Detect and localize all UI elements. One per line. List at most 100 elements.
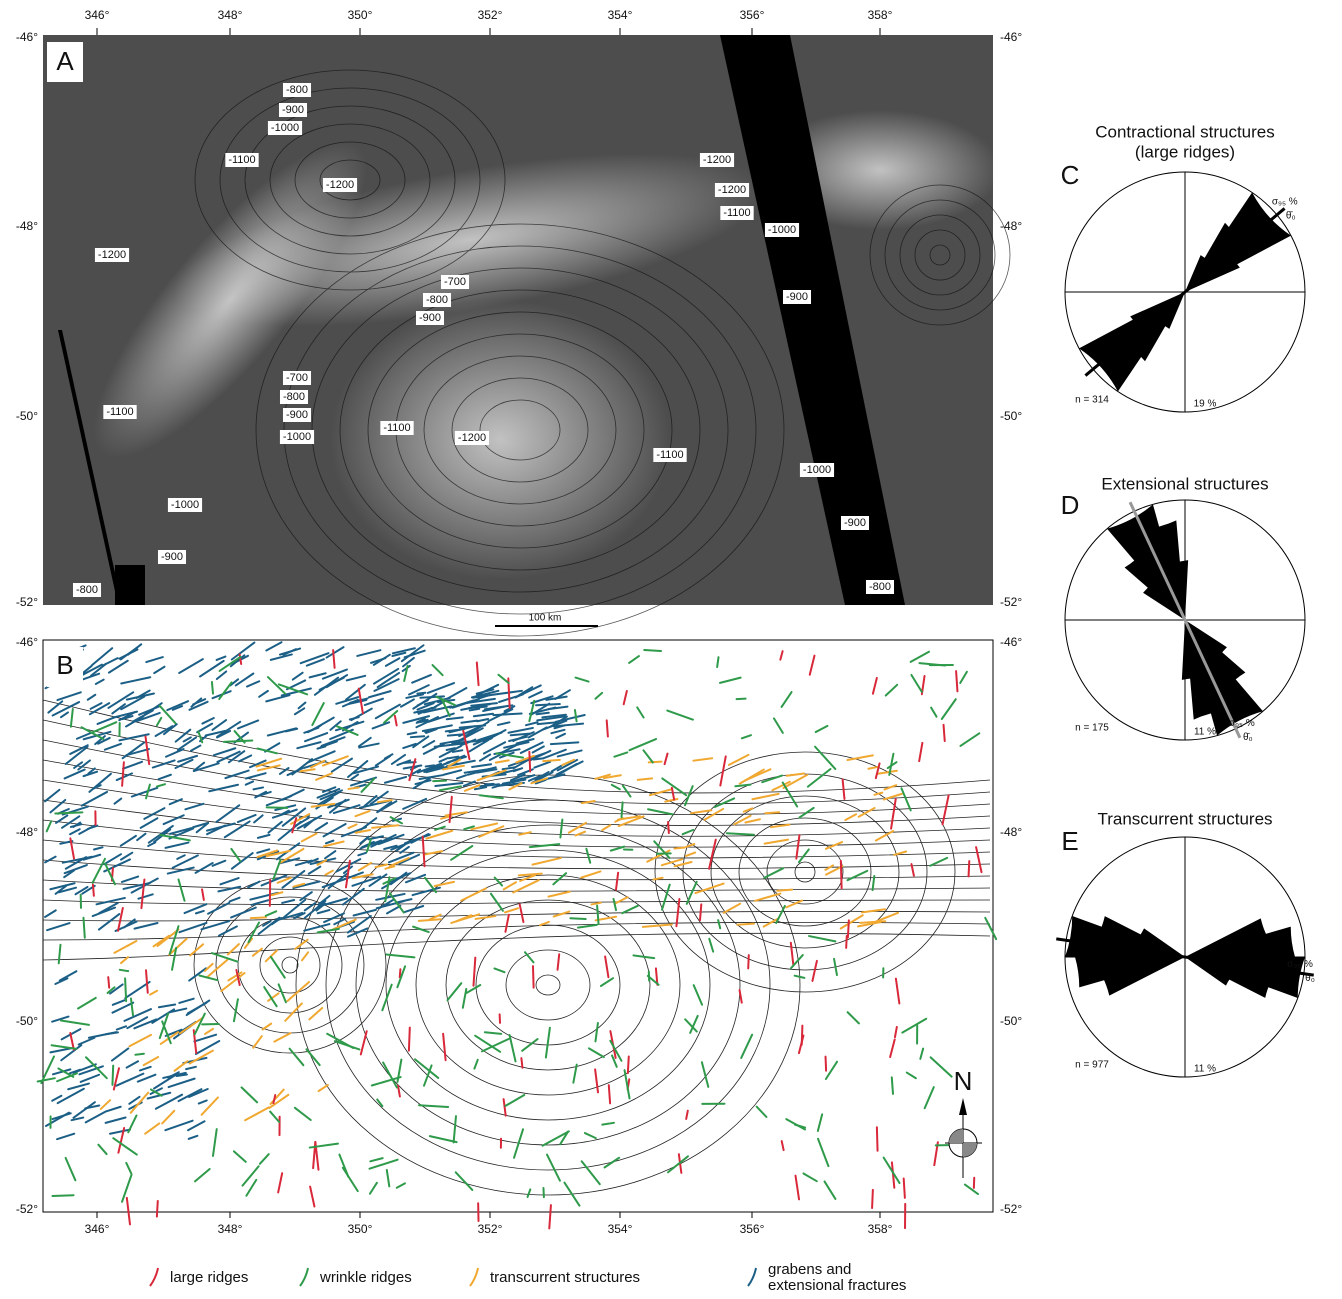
legend-swatch: [470, 1268, 478, 1286]
structure-line: [426, 765, 434, 766]
latitude-label: -52°: [16, 595, 38, 609]
longitude-label: 352°: [478, 1222, 503, 1236]
contour-label: -800: [283, 391, 305, 403]
contour-label: -1000: [271, 122, 299, 134]
structure-line: [93, 885, 94, 896]
scale-percent: 11 %: [1194, 1064, 1216, 1075]
structure-line: [521, 1058, 522, 1068]
structure-line: [125, 978, 126, 1001]
contour-label: -900: [161, 551, 183, 563]
panel-letter: B: [56, 650, 73, 680]
sample-size: n = 977: [1075, 1060, 1109, 1071]
structure-line: [417, 693, 425, 694]
latitude-label: -52°: [1000, 595, 1022, 609]
latitude-label: -46°: [16, 30, 38, 44]
structure-line: [668, 822, 669, 833]
structure-line: [52, 1195, 73, 1196]
structure-line: [609, 1085, 610, 1103]
legend-label: grabens and: [768, 1261, 851, 1278]
structure-line: [944, 725, 945, 741]
panel-letter: E: [1061, 826, 1078, 856]
contour-label: -1000: [283, 431, 311, 443]
scale-percent: 19 %: [1194, 399, 1217, 410]
bright-region: [330, 300, 670, 580]
structure-line: [534, 758, 543, 759]
structure-line: [433, 781, 446, 782]
structure-line: [737, 924, 754, 925]
legend-swatch: [300, 1268, 308, 1286]
longitude-label: 350°: [348, 1222, 373, 1236]
longitude-label: 346°: [85, 8, 110, 22]
structure-line: [765, 812, 779, 813]
latitude-label: -48°: [1000, 825, 1022, 839]
latitude-label: -46°: [16, 635, 38, 649]
structure-line: [748, 955, 749, 968]
structure-line: [411, 736, 424, 737]
map-b: [38, 640, 997, 1228]
structure-line: [485, 784, 494, 785]
confidence-label: σ₉₅ %: [1287, 959, 1313, 970]
data-gap: [115, 565, 145, 605]
structure-line: [904, 1178, 905, 1197]
contour-label: -1000: [803, 464, 831, 476]
contour-label: -1200: [326, 179, 354, 191]
structure-line: [212, 682, 213, 694]
contour-label: -700: [286, 372, 308, 384]
structure-line: [877, 1127, 878, 1150]
latitude-label: -48°: [1000, 219, 1022, 233]
structure-line: [674, 847, 684, 848]
structure-line: [649, 762, 662, 763]
panel-letter: D: [1061, 490, 1080, 520]
structure-line: [543, 760, 560, 761]
confidence-label: σ₉₅ %: [1229, 718, 1255, 729]
contour-label: -1100: [106, 406, 133, 418]
longitude-label: 358°: [868, 8, 893, 22]
latitude-label: -52°: [16, 1202, 38, 1216]
sample-size: n = 175: [1075, 723, 1109, 734]
structure-line: [533, 966, 534, 988]
legend-label: transcurrent structures: [490, 1269, 640, 1286]
scale-percent: 11 %: [1194, 727, 1216, 738]
longitude-label: 356°: [740, 1222, 765, 1236]
structure-line: [700, 904, 701, 920]
structure-line: [969, 861, 970, 876]
legend-label: wrinkle ridges: [319, 1269, 412, 1286]
structure-line: [848, 920, 849, 937]
rose-diagram: [1065, 500, 1305, 740]
longitude-label: 354°: [608, 8, 633, 22]
panel-letter: C: [1061, 160, 1080, 190]
contour-label: -800: [286, 84, 308, 96]
structure-line: [826, 1057, 827, 1071]
latitude-label: -52°: [1000, 1202, 1022, 1216]
structure-line: [409, 1028, 410, 1051]
legend-swatch: [150, 1268, 158, 1286]
structure-line: [737, 699, 746, 700]
contour-label: -1000: [171, 499, 199, 511]
sample-size: n = 314: [1075, 395, 1109, 406]
latitude-label: -50°: [16, 1014, 38, 1028]
structure-line: [777, 890, 792, 891]
rose-title: Transcurrent structures: [1097, 809, 1272, 828]
contour-label: -1100: [656, 449, 683, 461]
structure-line: [717, 657, 718, 667]
structure-line: [622, 802, 623, 817]
contour-label: -900: [282, 104, 304, 116]
structure-line: [607, 720, 608, 736]
longitude-label: 350°: [348, 8, 373, 22]
structure-line: [112, 1066, 113, 1085]
contour-label: -900: [786, 291, 808, 303]
contour-label: -1200: [458, 432, 486, 444]
contour-label: -800: [76, 584, 98, 596]
mean-label: θ̄₀: [1243, 732, 1253, 743]
structure-line: [267, 807, 288, 808]
rose-title: Contractional structures: [1095, 122, 1275, 141]
legend-label: extensional fractures: [768, 1277, 906, 1294]
structure-line: [348, 788, 358, 789]
longitude-label: 356°: [740, 8, 765, 22]
mean-label: θ̄₀: [1305, 973, 1315, 984]
contour-label: -1200: [703, 154, 731, 166]
latitude-label: -46°: [1000, 30, 1022, 44]
latitude-label: -48°: [16, 219, 38, 233]
longitude-label: 348°: [218, 8, 243, 22]
longitude-label: 358°: [868, 1222, 893, 1236]
